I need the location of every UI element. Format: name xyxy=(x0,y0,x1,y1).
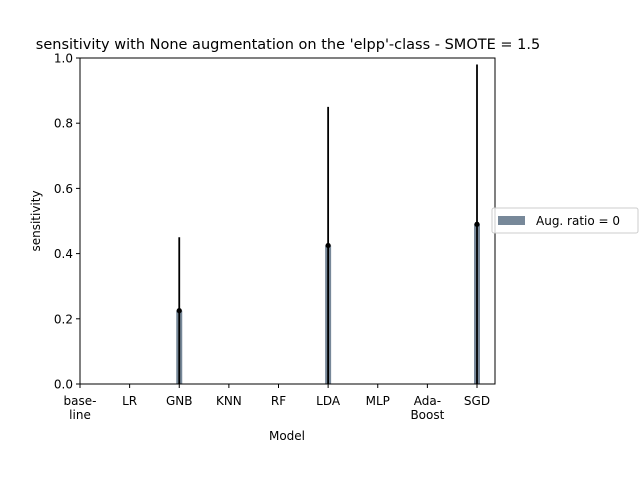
x-tick-label: RF xyxy=(271,394,286,408)
x-tick-label: MLP xyxy=(366,394,390,408)
y-tick-label: 0.2 xyxy=(54,312,73,326)
legend-entry-label: Aug. ratio = 0 xyxy=(536,214,620,228)
plot-area: 0.0 0.2 0.4 0.6 0.8 1.0 base-line LR GNB KNN RF LDA… xyxy=(54,52,496,422)
y-tick-label: 0.6 xyxy=(54,182,73,196)
chart-title: sensitivity with None augmentation on th… xyxy=(36,37,540,53)
x-axis-label: Model xyxy=(269,429,305,443)
x-tick-label: base-line xyxy=(64,394,97,422)
x-tick-label: LDA xyxy=(316,394,341,408)
x-tick-label: Ada-Boost xyxy=(410,394,444,422)
y-tick-label: 0.0 xyxy=(54,378,73,392)
mean-marker xyxy=(176,308,182,314)
y-tick-label: 0.4 xyxy=(54,247,73,261)
y-tick-label: 1.0 xyxy=(54,52,73,66)
mean-marker xyxy=(325,242,331,249)
legend: Aug. ratio = 0 xyxy=(491,207,639,234)
legend-swatch xyxy=(498,216,525,225)
x-tick-label: LR xyxy=(122,394,137,408)
x-tick-label: GNB xyxy=(166,394,193,408)
y-tick-label: 0.8 xyxy=(54,117,73,131)
axes-frame xyxy=(79,57,496,385)
legend-frame xyxy=(491,207,639,234)
x-tick-label: KNN xyxy=(216,394,242,408)
y-axis-label: sensitivity xyxy=(29,190,43,251)
x-tick-label: SGD xyxy=(464,394,490,408)
mean-marker xyxy=(474,221,480,227)
